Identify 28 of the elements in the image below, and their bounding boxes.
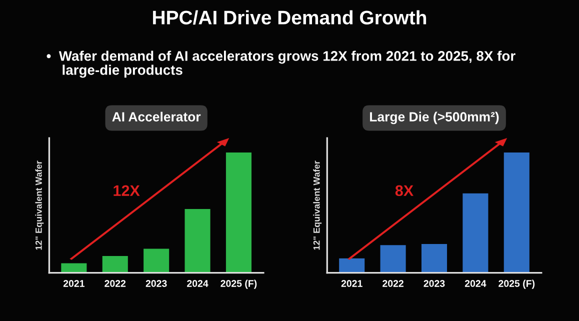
bar: [102, 256, 128, 273]
x-tick-label: 2023: [424, 280, 445, 287]
x-tick-label: 2022: [382, 280, 404, 287]
bar: [144, 248, 170, 273]
x-tick-label: 2021: [63, 280, 84, 287]
x-tick-label: 2025 (F): [498, 280, 535, 289]
text: HPC/AI Drive Demand Growth: [153, 10, 426, 25]
chart-title: Large Die (>500mm²): [370, 112, 499, 124]
bar: [380, 245, 406, 273]
x-tick-label: 2023: [146, 280, 167, 287]
x-tick-label: 2022: [104, 280, 126, 287]
bar: [462, 193, 488, 273]
annotation: 12X: [114, 185, 140, 196]
annotation: 8X: [395, 185, 414, 196]
bar: [61, 263, 87, 273]
bar: [504, 152, 530, 273]
bar: [339, 258, 365, 273]
x-tick-label: 2024: [464, 280, 486, 287]
bar: [184, 209, 210, 273]
bar: [226, 152, 252, 273]
bar: [421, 244, 448, 273]
x-tick-label: 2024: [187, 280, 208, 287]
text: • Wafer demand of AI accelerators grows 12X from 2021 to 2025, 8X for large-die products: [46, 50, 516, 78]
x-tick-label: 2025 (F): [220, 280, 257, 289]
chart-title: AI Accelerator: [112, 112, 201, 122]
y-axis-title: 12" Equivalent Wafer: [313, 160, 322, 250]
y-axis-title: 12" Equivalent Wafer: [35, 160, 44, 250]
x-tick-label: 2021: [341, 280, 362, 287]
